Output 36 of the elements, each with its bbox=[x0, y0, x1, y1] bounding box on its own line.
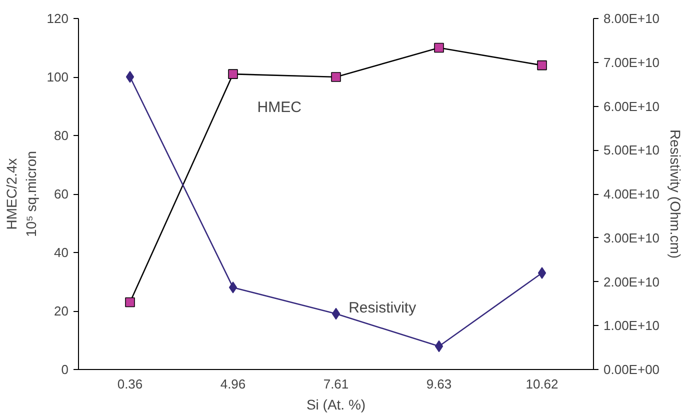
x-tick-label: 4.96 bbox=[220, 376, 246, 392]
point bbox=[537, 60, 547, 70]
y2-tick-label: 0.00E+00 bbox=[604, 362, 660, 377]
point bbox=[126, 70, 134, 83]
point bbox=[228, 282, 238, 294]
y2-tick-label: 3.00E+10 bbox=[604, 230, 660, 246]
x-tick-label: 7.61 bbox=[323, 376, 349, 392]
point bbox=[228, 69, 238, 79]
point bbox=[434, 42, 444, 53]
x-tick-label: 0.36 bbox=[117, 376, 143, 392]
series-label: HMEC bbox=[257, 99, 302, 116]
y-tick-label: 60 bbox=[54, 186, 69, 202]
point bbox=[538, 267, 546, 279]
y2-tick-label: 8.00E+10 bbox=[604, 11, 660, 26]
x-tick-label: 10.62 bbox=[526, 376, 558, 392]
y2-axis-title: Resistivity (Ohm.cm) bbox=[668, 129, 684, 259]
series-label: Resistivity bbox=[348, 300, 417, 317]
y2-tick-label: 7.00E+10 bbox=[604, 54, 660, 70]
y-tick-label: 120 bbox=[46, 11, 69, 26]
point bbox=[434, 340, 444, 352]
y-axis-title: HMEC/2.4x 10⁵ sq.micron bbox=[4, 151, 39, 237]
y-tick-label: 100 bbox=[46, 70, 69, 84]
y2-tick-label: 1.00E+10 bbox=[604, 318, 660, 334]
point bbox=[331, 72, 341, 82]
y-tick-label: 80 bbox=[54, 128, 69, 143]
y-tick-label: 0 bbox=[61, 362, 69, 377]
y-tick-label: 20 bbox=[54, 304, 69, 318]
y2-tick-label: 6.00E+10 bbox=[604, 98, 660, 114]
x-axis-title: Si (At. %) bbox=[306, 396, 366, 412]
x-tick-label: 9.63 bbox=[426, 376, 452, 392]
point bbox=[332, 308, 340, 320]
y2-tick-label: 2.00E+10 bbox=[604, 274, 660, 290]
y2-tick-label: 4.00E+10 bbox=[604, 186, 660, 202]
point bbox=[125, 297, 135, 308]
y-tick-label: 40 bbox=[54, 245, 69, 260]
y2-tick-label: 5.00E+10 bbox=[604, 142, 660, 158]
